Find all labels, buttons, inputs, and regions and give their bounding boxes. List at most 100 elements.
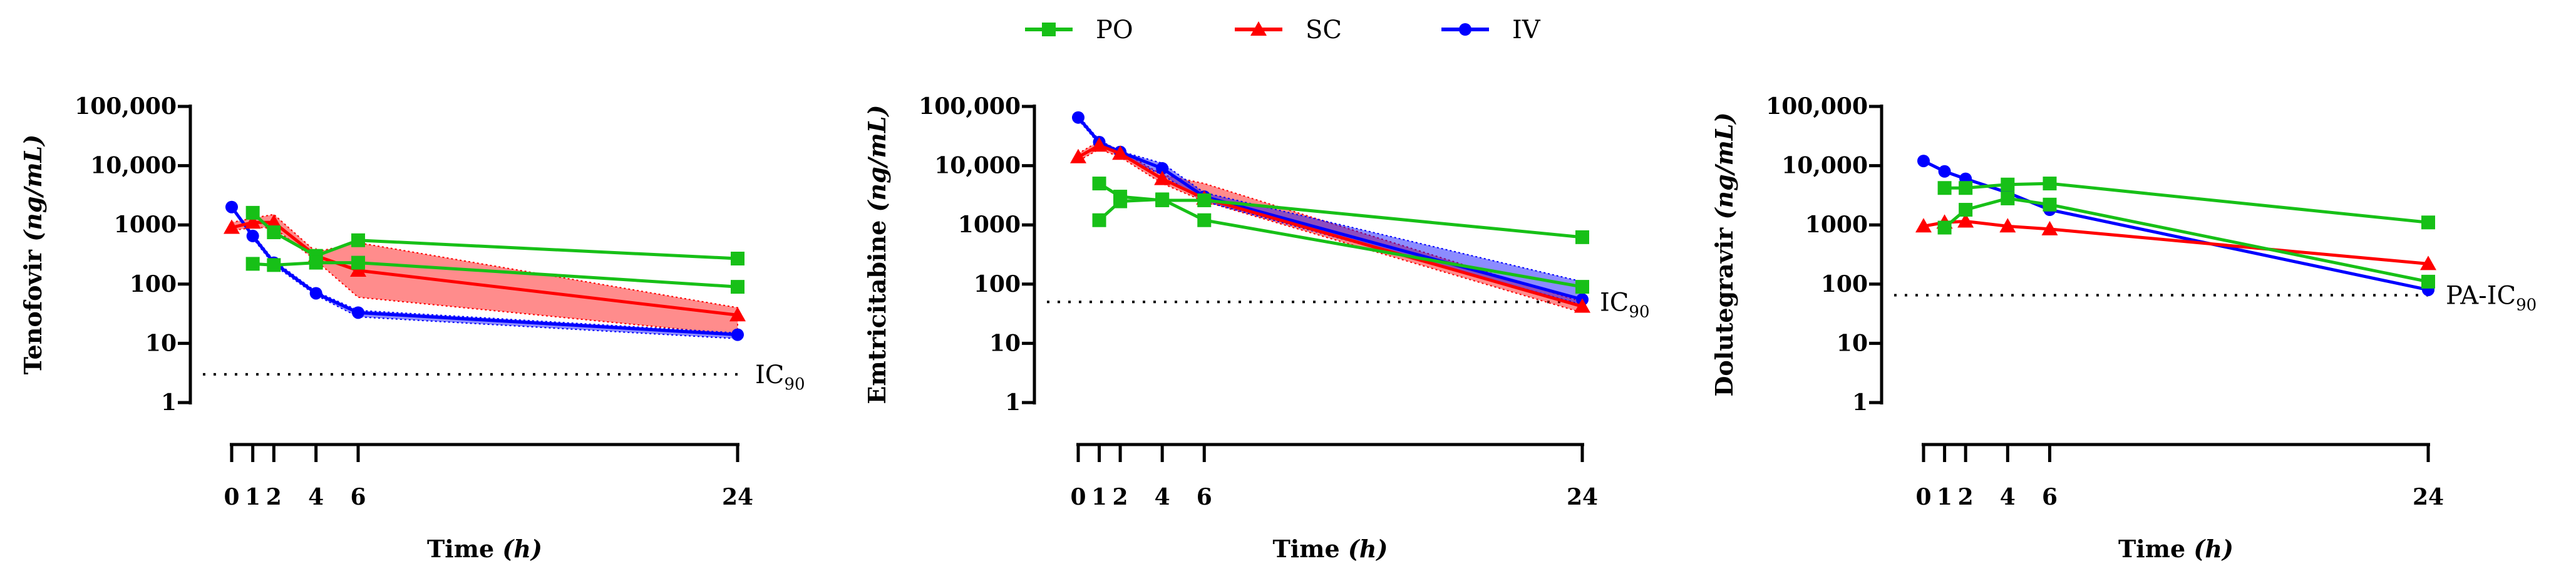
threshold-label-main: IC	[1600, 288, 1629, 317]
series-band-sc	[231, 213, 738, 336]
x-axis-label-unit: (h)	[1348, 535, 1388, 563]
series-po	[1092, 192, 1589, 294]
y-axis-label-name: Emtricitabine	[863, 212, 891, 404]
legend-label: PO	[1096, 16, 1133, 44]
data-point	[351, 233, 365, 247]
x-axis-label: Time (h)	[1273, 535, 1388, 563]
x-tick-label: 2	[1958, 484, 1974, 510]
y-tick-label: 100,000	[919, 93, 1021, 120]
data-point	[2421, 274, 2435, 289]
series-band-iv	[1078, 113, 1583, 306]
series-po	[1937, 177, 2435, 230]
data-point	[2041, 220, 2058, 235]
threshold-label-main: IC	[755, 361, 784, 389]
y-tick-label: 100,000	[75, 93, 177, 120]
x-tick-label: 2	[266, 484, 282, 510]
y-axis-label-unit: (ng/mL)	[863, 105, 891, 212]
y-axis-label: Emtricitabine (ng/mL)	[863, 105, 891, 404]
y-tick-label: 10	[145, 330, 177, 356]
legend-item-iv: IV	[1441, 16, 1541, 44]
x-axis-label: Time (h)	[2118, 535, 2233, 563]
data-point	[1112, 145, 1129, 160]
data-point	[731, 280, 744, 294]
legend-label: IV	[1512, 16, 1541, 44]
data-point	[1072, 111, 1084, 124]
x-axis-label: Time (h)	[427, 535, 542, 563]
x-tick-label: 1	[245, 484, 260, 510]
y-axis-label-name: Dolutegravir	[1710, 219, 1738, 396]
data-point	[1156, 162, 1169, 175]
data-point	[1092, 213, 1106, 227]
data-point	[244, 214, 261, 229]
data-point	[1959, 203, 1973, 217]
y-tick-label: 1	[161, 389, 177, 416]
y-tick-label: 1000	[114, 212, 177, 238]
data-point	[1070, 148, 1086, 163]
x-axis-label-unit: (h)	[502, 535, 542, 563]
y-axis-label: Tenofovir (ng/mL)	[19, 135, 47, 375]
data-point	[245, 257, 260, 271]
x-tick-label: 1	[1937, 484, 1952, 510]
x-tick-label: 6	[1197, 484, 1212, 510]
panels: 1 10 100 1000 10,000 100,000 Tenofovir (ng/mL)…	[19, 93, 2537, 563]
data-point	[731, 328, 744, 341]
x-tick-label: 24	[1567, 484, 1598, 510]
data-point	[1575, 280, 1589, 294]
x-tick-label: 6	[2042, 484, 2058, 510]
series-line	[1944, 182, 2429, 224]
x-tick-label: 24	[722, 484, 753, 510]
data-point	[1915, 218, 1932, 233]
data-point	[1575, 230, 1589, 244]
x-tick-label: 2	[1113, 484, 1128, 510]
threshold-label-main: PA-IC	[2446, 281, 2516, 310]
y-tick-label: 1	[1005, 389, 1021, 416]
y-tick-label: 100	[1821, 271, 1868, 297]
data-point	[1197, 213, 1212, 227]
data-point	[309, 255, 323, 270]
x-axis-label-name: Time	[427, 535, 502, 563]
y-tick-label: 10,000	[90, 153, 177, 179]
data-point	[267, 225, 281, 240]
threshold-label: IC90	[755, 361, 805, 394]
data-point	[2043, 177, 2057, 191]
data-point	[1197, 193, 1212, 207]
data-point	[224, 219, 240, 234]
data-point	[1154, 170, 1171, 185]
legend-marker-square	[1042, 23, 1056, 36]
x-axis-label-name: Time	[1273, 535, 1348, 563]
legend: PO SC IV	[1025, 16, 1541, 44]
y-tick-label: 1000	[958, 212, 1021, 238]
x-tick-label: 4	[2000, 484, 2016, 510]
legend-marker-triangle	[1250, 21, 1267, 36]
x-tick-label: 6	[350, 484, 366, 510]
y-tick-label: 100	[130, 271, 177, 297]
y-tick-label: 1	[1852, 389, 1868, 416]
data-point	[246, 229, 259, 242]
data-point	[2001, 191, 2015, 205]
threshold-label: PA-IC90	[2446, 281, 2537, 314]
series-line	[1923, 219, 2429, 265]
data-point	[351, 255, 365, 270]
data-point	[1155, 192, 1170, 207]
data-point	[2001, 177, 2015, 192]
data-point	[1959, 181, 1973, 195]
data-point	[1937, 220, 1952, 235]
legend-label: SC	[1306, 16, 1342, 44]
data-point	[225, 200, 238, 213]
y-tick-label: 10,000	[934, 153, 1021, 179]
data-point	[1113, 194, 1128, 208]
data-point	[265, 214, 282, 229]
series-sc	[1915, 213, 2436, 270]
y-tick-label: 10	[1837, 330, 1868, 356]
series-line	[251, 212, 738, 260]
x-axis-label-name: Time	[2118, 535, 2193, 563]
x-axis-label-unit: (h)	[2193, 535, 2233, 563]
y-axis-label: Dolutegravir (ng/mL)	[1710, 112, 1738, 396]
data-point	[245, 205, 260, 220]
series-po	[245, 255, 744, 294]
y-tick-label: 100	[974, 271, 1021, 297]
y-tick-label: 10,000	[1781, 153, 1868, 179]
y-axis-label-unit: (ng/mL)	[19, 135, 47, 242]
